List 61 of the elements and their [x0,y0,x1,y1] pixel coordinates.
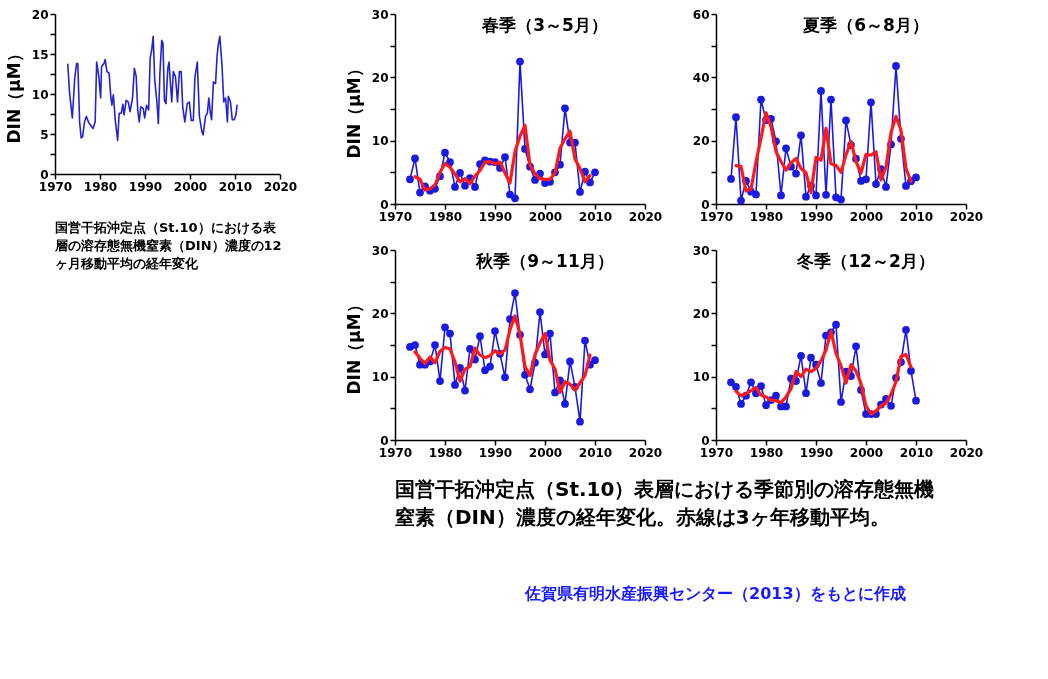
x-tick-label: 1980 [749,445,784,460]
y-tick-label: 20 [692,306,710,321]
y-tick-label: 60 [692,7,710,22]
y-tick-label: 20 [371,70,389,85]
x-tick-label: 2000 [849,445,884,460]
x-tick-label: 1980 [83,179,118,194]
x-tick-label: 1970 [38,179,73,194]
x-tick-label: 1980 [428,209,463,224]
y-tick-label: 20 [692,134,710,149]
x-tick-label: 2020 [263,179,298,194]
y-tick-label: 10 [371,370,389,385]
x-tick-label: 2010 [578,445,613,460]
x-tick-label: 1980 [749,209,784,224]
text: 国営干拓沖定点（St.10）における表層の溶存態無機窒素（DIN）濃度の12ヶ月移動平均の経年変化 [54,220,282,271]
chart-title: 秋季（9～11月） [475,251,614,271]
x-tick-label: 1970 [378,445,413,460]
x-tick-label: 2000 [173,179,208,194]
x-tick-label: 2010 [218,179,253,194]
x-tick-label: 1990 [799,445,834,460]
x-tick-label: 1990 [799,209,834,224]
y-tick-label: 20 [31,7,49,22]
x-tick-label: 2000 [849,209,884,224]
x-tick-label: 2000 [528,445,563,460]
y-tick-label: 20 [371,306,389,321]
y-axis-title: DIN（μM） [343,60,364,159]
x-tick-label: 1990 [128,179,163,194]
chart-title: 春季（3～5月） [481,15,608,35]
y-tick-label: 0 [380,197,389,212]
y-axis-title: DIN（μM） [3,45,24,144]
y-tick-label: 0 [380,433,389,448]
y-tick-label: 10 [371,134,389,149]
x-tick-label: 2020 [949,209,984,224]
x-tick-label: 1990 [478,209,513,224]
y-tick-label: 15 [31,47,49,62]
x-tick-label: 1970 [378,209,413,224]
x-tick-label: 1990 [478,445,513,460]
y-tick-label: 30 [371,7,389,22]
x-tick-label: 2010 [899,209,934,224]
x-tick-label: 2020 [628,445,663,460]
y-tick-label: 30 [371,243,389,258]
x-tick-label: 2020 [628,209,663,224]
chart-title: 冬季（12～2月） [796,251,935,271]
y-tick-label: 5 [40,127,49,142]
x-tick-label: 2010 [578,209,613,224]
y-tick-label: 0 [701,433,710,448]
x-tick-label: 2010 [899,445,934,460]
chart-title: 夏季（6～8月） [802,15,929,35]
y-axis-title: DIN（μM） [343,296,364,395]
y-tick-label: 30 [692,243,710,258]
x-tick-label: 2020 [949,445,984,460]
y-tick-label: 0 [40,167,49,182]
y-tick-label: 10 [692,370,710,385]
y-tick-label: 0 [701,197,710,212]
y-tick-label: 10 [31,87,49,102]
text: 佐賀県有明水産振興センター（2013）をもとに作成 [524,584,906,603]
x-tick-label: 2000 [528,209,563,224]
x-tick-label: 1980 [428,445,463,460]
y-tick-label: 40 [692,70,710,85]
x-tick-label: 1970 [699,445,734,460]
x-tick-label: 1970 [699,209,734,224]
text: 国営干拓沖定点（St.10）表層における季節別の溶存態無機窒素（DIN）濃度の経年変化。赤線は3ヶ年移動平均。 [395,477,935,529]
